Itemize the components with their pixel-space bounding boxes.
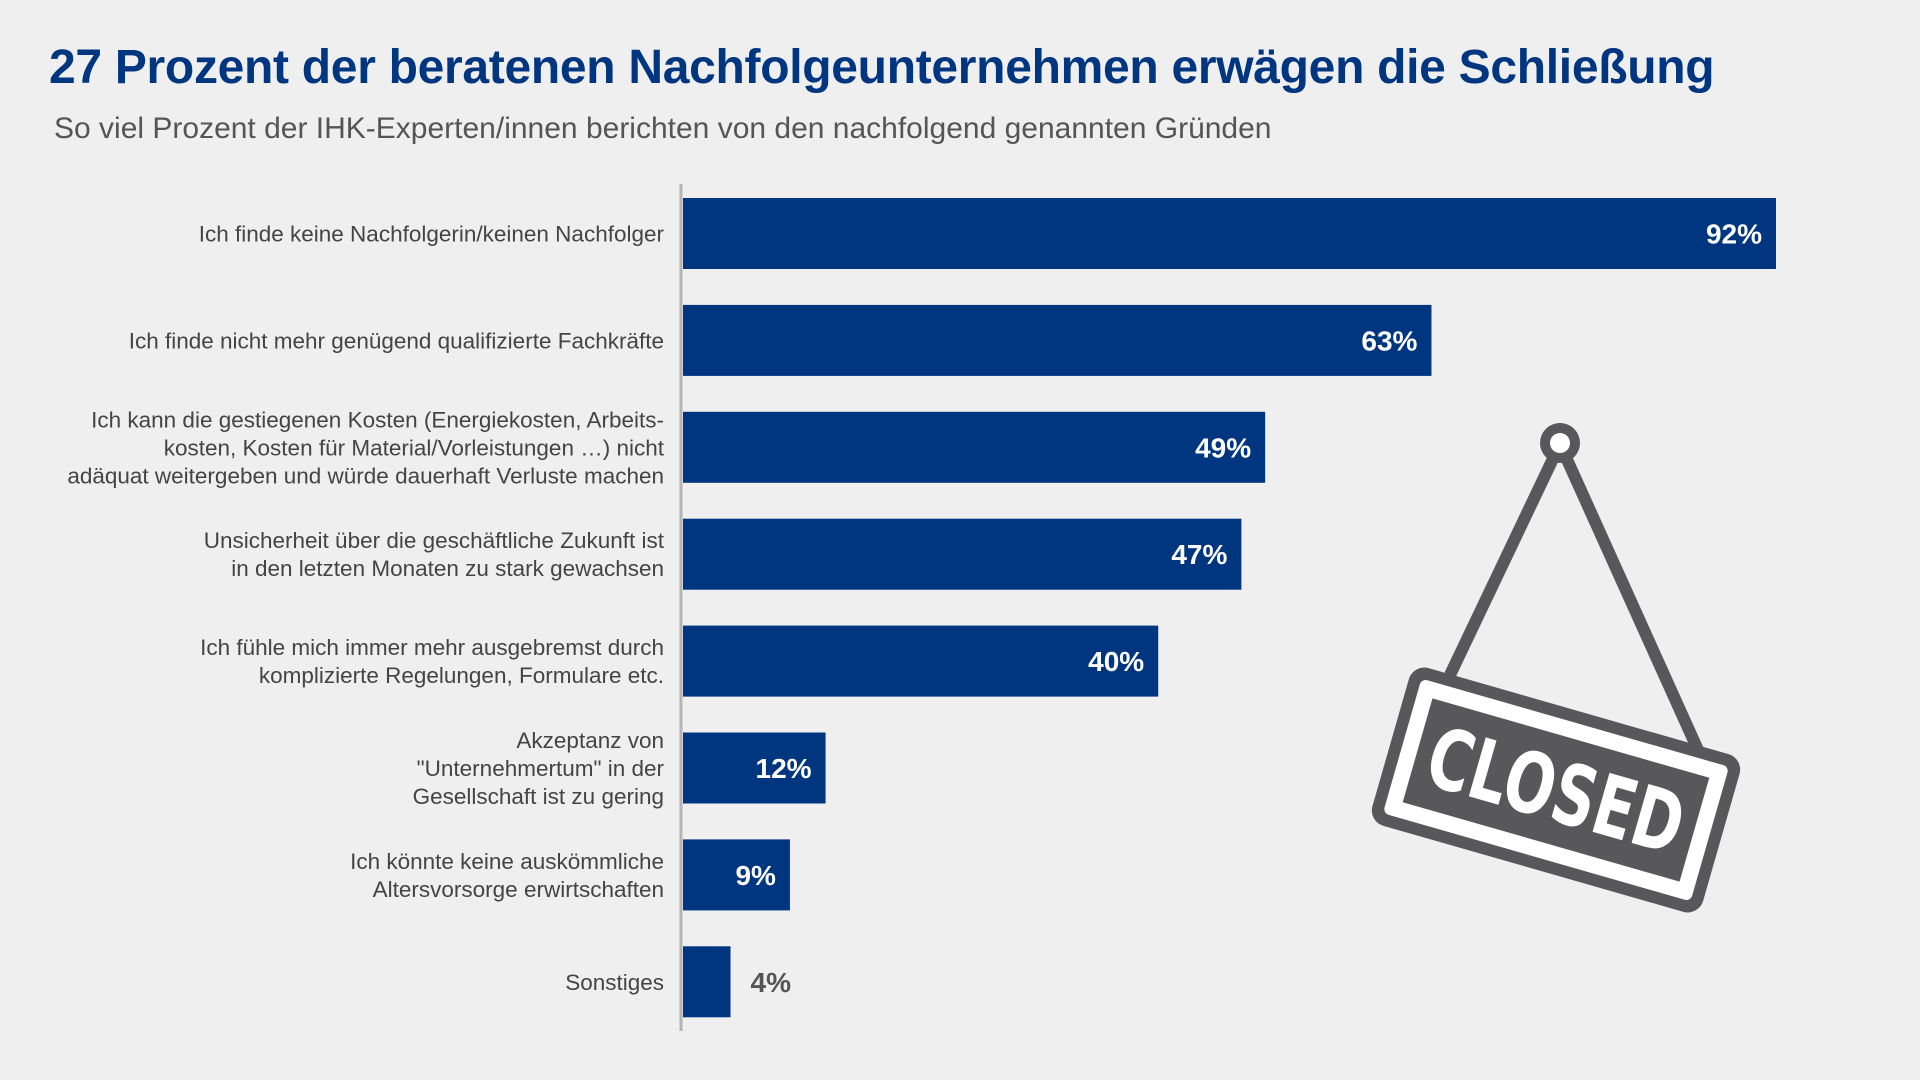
bar	[683, 732, 826, 804]
data-label: 63%	[1361, 325, 1417, 356]
data-label: 9%	[735, 860, 776, 891]
bar	[683, 946, 731, 1018]
category-label: Unsicherheit über die geschäftliche Zuku…	[204, 528, 665, 581]
data-label: 92%	[1706, 219, 1762, 250]
category-label: Akzeptanz von "Unternehmertum" in der Gese…	[413, 728, 665, 809]
data-label: 40%	[1088, 646, 1144, 677]
bars: 92% Ich finde keine Nachfolgerin/keinen N…	[67, 198, 1776, 1018]
data-label: 12%	[756, 753, 812, 784]
data-label: 47%	[1171, 539, 1227, 570]
closed-sign-icon: CLOSED	[1371, 423, 1741, 913]
category-label: Sonstiges	[565, 970, 664, 995]
data-label: 49%	[1195, 432, 1251, 463]
bar	[683, 839, 790, 911]
bar	[683, 198, 1776, 269]
chart-subtitle: So viel Prozent der IHK-Experten/innen b…	[54, 112, 1272, 145]
bar	[683, 625, 1159, 697]
category-label: Ich finde nicht mehr genügend qualifizie…	[129, 328, 664, 353]
category-label: Ich kann die gestiegenen Kosten (Energie…	[67, 407, 664, 488]
chart-title: 27 Prozent der beratenen Nachfolgeuntern…	[49, 41, 1715, 94]
bar	[683, 411, 1266, 483]
bar	[683, 304, 1432, 376]
bar	[683, 518, 1242, 590]
category-label: Ich fühle mich immer mehr ausgebremst du…	[200, 635, 664, 688]
category-label: Ich finde keine Nachfolgerin/keinen Nach…	[199, 222, 665, 247]
category-label: Ich könnte keine auskömmliche Altersvorso…	[350, 849, 664, 902]
data-label: 4%	[751, 967, 792, 998]
